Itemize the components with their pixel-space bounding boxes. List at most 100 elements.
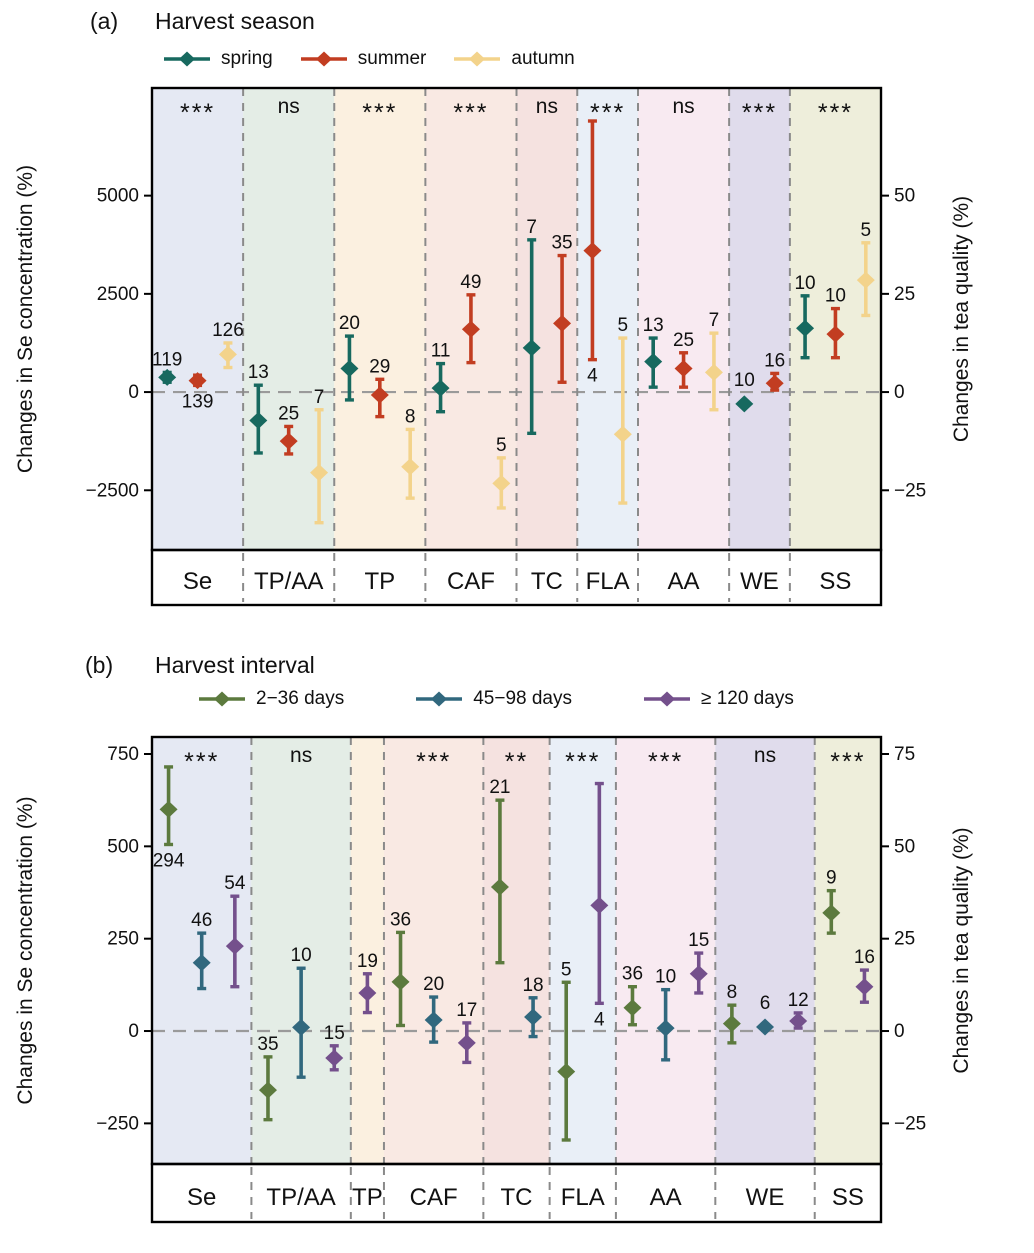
legend-item-2-36-days: 2−36 days (197, 688, 344, 710)
significance-label: ns (278, 95, 300, 118)
data-point-diamond (401, 458, 420, 476)
sample-size-label: 5 (561, 959, 572, 980)
significance-label: *** (830, 748, 865, 776)
sample-size-label: 20 (339, 313, 360, 334)
sample-size-label: 12 (788, 990, 809, 1011)
group-label: WE (746, 1184, 785, 1211)
group-label: FLA (561, 1184, 605, 1211)
legend-item-45-98-days: 45−98 days (414, 688, 572, 710)
data-point-diamond (279, 432, 298, 450)
data-point-diamond (856, 271, 875, 289)
data-point-diamond (590, 896, 609, 914)
sample-size-label: 18 (522, 975, 543, 996)
sample-size-label: 25 (673, 330, 694, 351)
data-point-diamond (457, 1034, 476, 1052)
left-tick-label: 0 (128, 382, 139, 403)
sample-size-label: 20 (423, 974, 444, 995)
legend-label: 2−36 days (256, 688, 345, 709)
group-background (814, 737, 881, 1164)
significance-label: *** (453, 99, 488, 127)
data-point-diamond (461, 320, 480, 338)
group-label: SS (819, 568, 851, 595)
strip-border (150, 1162, 883, 1224)
sample-size-label: 10 (794, 273, 815, 294)
data-point-diamond (756, 1018, 775, 1036)
data-point-diamond (522, 339, 541, 357)
significance-label: ns (536, 95, 558, 118)
group-label: CAF (410, 1184, 458, 1211)
sample-size-label: 36 (390, 909, 411, 930)
sample-size-label: 4 (594, 1009, 605, 1030)
sample-size-label: 7 (314, 387, 325, 408)
left-tick-label: 250 (107, 929, 139, 950)
data-point-diamond (674, 360, 693, 377)
sample-size-label: 46 (191, 910, 212, 931)
sample-size-label: 10 (291, 945, 312, 966)
left-tick-label: 5000 (97, 186, 139, 207)
group-background (483, 737, 550, 1164)
data-point-diamond (796, 319, 815, 337)
sample-size-label: 5 (618, 315, 629, 336)
data-point-diamond (583, 242, 602, 260)
sample-size-label: 126 (212, 320, 244, 341)
left-tick-label: 500 (107, 836, 139, 857)
data-point-diamond (524, 1008, 543, 1026)
legend-marker-icon (644, 691, 690, 707)
group-label: Se (187, 1184, 216, 1211)
sample-size-label: 15 (324, 1023, 345, 1044)
data-point-diamond (391, 973, 410, 991)
sample-size-label: 49 (460, 272, 481, 293)
data-point-diamond (765, 374, 784, 392)
sample-size-label: 35 (257, 1034, 278, 1055)
strip-border (150, 548, 883, 607)
group-label: TC (501, 1184, 533, 1211)
group-label: WE (740, 568, 779, 595)
significance-label: *** (742, 99, 777, 127)
data-point-diamond (358, 984, 377, 1002)
legend-label: spring (221, 48, 273, 69)
group-background (350, 737, 384, 1164)
sample-size-label: 15 (688, 930, 709, 951)
right-tick-label: 50 (894, 836, 915, 857)
legend-item--120-days: ≥ 120 days (642, 688, 794, 710)
sample-size-label: 16 (854, 947, 875, 968)
sample-size-label: 10 (734, 370, 755, 391)
data-point-diamond (292, 1018, 311, 1036)
sample-size-label: 119 (152, 349, 182, 370)
legend-label: 45−98 days (473, 688, 572, 709)
data-point-diamond (431, 379, 450, 397)
significance-label: *** (648, 748, 683, 776)
data-point-diamond (158, 368, 177, 386)
sample-size-label: 139 (182, 391, 214, 412)
group-label: SS (832, 1184, 864, 1211)
right-tick-label: 25 (894, 929, 915, 950)
sample-size-label: 17 (456, 1000, 477, 1021)
sample-size-label: 8 (405, 406, 416, 427)
group-label: TC (531, 568, 563, 595)
significance-label: ns (754, 744, 776, 767)
sample-size-label: 10 (655, 967, 676, 988)
legend-marker-icon (416, 691, 463, 707)
group-label: CAF (447, 568, 495, 595)
data-point-diamond (722, 1015, 741, 1033)
data-point-diamond (424, 1011, 443, 1029)
data-point-diamond (492, 474, 511, 492)
significance-label: ns (672, 95, 694, 118)
group-label: TP/AA (254, 568, 323, 595)
data-point-diamond (557, 1063, 576, 1081)
left-tick-label: 2500 (97, 284, 139, 305)
group-background (152, 88, 244, 550)
data-point-diamond (192, 954, 211, 972)
panel-a-title: Harvest season (155, 8, 315, 34)
right-tick-label: 0 (894, 382, 905, 403)
legend-item-spring: spring (162, 48, 273, 70)
legend-marker-icon (300, 51, 347, 67)
legend-marker-icon (454, 51, 501, 67)
sample-size-label: 25 (278, 403, 299, 424)
right-tick-label: −25 (894, 1113, 926, 1134)
sample-size-label: 19 (357, 951, 378, 972)
data-point-diamond (370, 386, 389, 404)
significance-label: ** (505, 748, 528, 776)
group-label: TP (352, 1184, 383, 1211)
sample-size-label: 4 (587, 366, 598, 387)
